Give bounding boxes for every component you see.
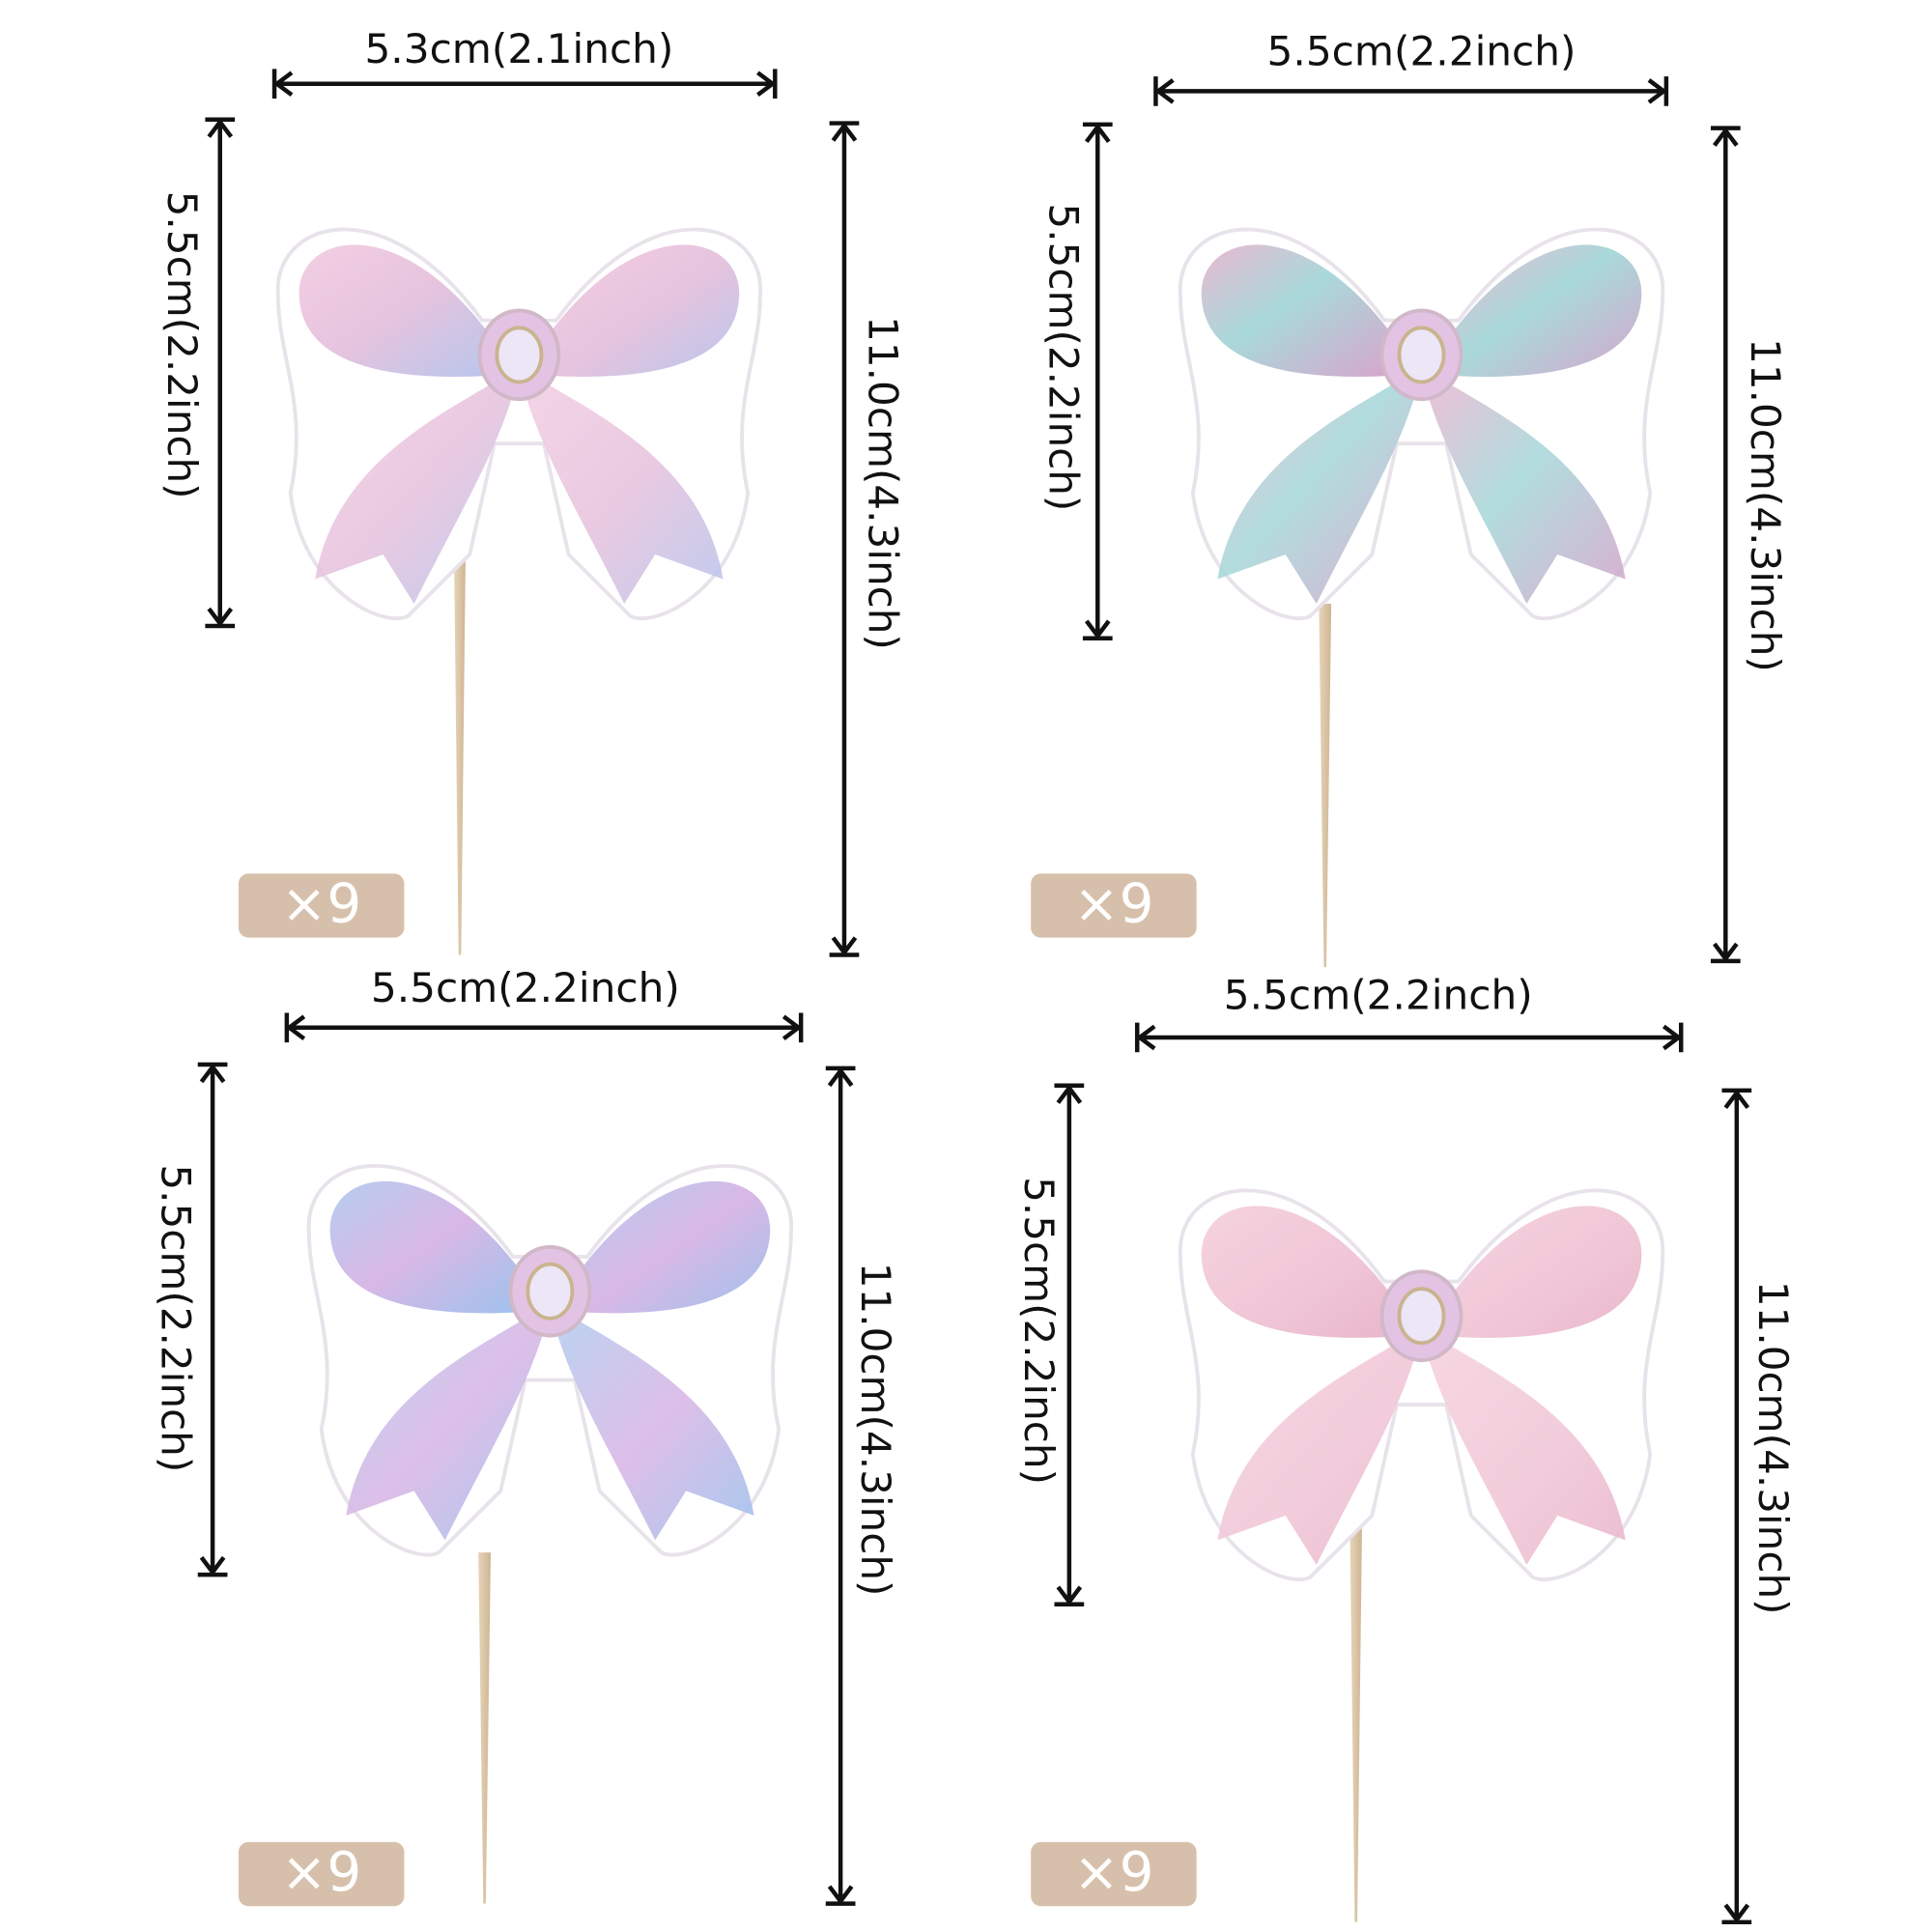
bow-loop-right	[581, 1180, 771, 1314]
width-label: 5.5cm(2.2inch)	[1224, 972, 1533, 1019]
bow-illustration	[275, 227, 762, 621]
dimension-arrow	[284, 1012, 804, 1043]
dimension-arrow	[1153, 76, 1669, 106]
cake-topper-item: 5.5cm(2.2inch) 5.5cm(2.2inch) 11.0cm(4.3in…	[1015, 972, 1797, 1925]
bow-gem	[1397, 1287, 1446, 1346]
bow-tail-left	[1217, 1343, 1416, 1565]
height-label: 5.5cm(2.2inch)	[1039, 203, 1087, 511]
width-label: 5.5cm(2.2inch)	[1267, 28, 1577, 75]
height-label: 5.5cm(2.2inch)	[1015, 1177, 1063, 1485]
bow-loop-left	[1201, 244, 1391, 377]
toothpick	[478, 1552, 491, 1904]
bow-tail-left	[315, 382, 514, 604]
toothpick	[453, 517, 467, 955]
cake-topper-item: 5.5cm(2.2inch) 5.5cm(2.2inch) 11.0cm(4.3in…	[1031, 28, 1789, 968]
dimension-arrow	[271, 69, 778, 99]
bow-loop-left	[298, 244, 489, 377]
bow-loop-left	[329, 1180, 520, 1314]
bow-loop-right	[1452, 244, 1642, 377]
width-label: 5.5cm(2.2inch)	[371, 964, 680, 1011]
quantity-label: ×9	[281, 1841, 361, 1904]
bow-illustration	[1179, 227, 1665, 621]
toothpick	[1350, 1515, 1363, 1922]
dimension-arrow	[205, 117, 236, 629]
bow-illustration	[1179, 1188, 1665, 1581]
dimension-arrow	[1721, 1088, 1752, 1925]
cake-topper-item: 5.3cm(2.1inch) 5.5cm(2.2inch) 11.0cm(4.3in…	[158, 25, 907, 957]
bow-tail-right	[1427, 382, 1626, 604]
quantity-label: ×9	[1073, 872, 1153, 935]
total-length-label: 11.0cm(4.3inch)	[852, 1263, 899, 1597]
dimension-arrow	[829, 121, 860, 957]
total-length-label: 11.0cm(4.3inch)	[1742, 338, 1789, 672]
bow-illustration	[306, 1164, 793, 1557]
bow-loop-right	[550, 244, 740, 377]
bow-tail-right	[1427, 1343, 1626, 1565]
total-length-label: 11.0cm(4.3inch)	[1749, 1281, 1797, 1615]
quantity-badge	[238, 873, 405, 938]
total-length-label: 11.0cm(4.3inch)	[860, 316, 907, 650]
bow-tail-right	[525, 382, 724, 604]
dimension-arrow	[825, 1065, 856, 1906]
toothpick	[1319, 604, 1332, 968]
dimension-arrow	[1054, 1083, 1085, 1606]
bow-gem	[1397, 326, 1446, 384]
dimension-arrow	[1134, 1022, 1684, 1053]
bow-tail-left	[1217, 382, 1416, 604]
quantity-badge	[238, 1841, 405, 1907]
height-label: 5.5cm(2.2inch)	[158, 191, 206, 499]
bow-gem	[495, 326, 544, 384]
height-label: 5.5cm(2.2inch)	[153, 1164, 200, 1472]
dimension-arrow	[197, 1062, 228, 1577]
bow-loop-right	[1452, 1206, 1642, 1338]
width-label: 5.3cm(2.1inch)	[364, 25, 673, 72]
bow-tail-right	[555, 1318, 754, 1541]
cake-topper-item: 5.5cm(2.2inch) 5.5cm(2.2inch) 11.0cm(4.3in…	[153, 964, 899, 1907]
bow-loop-left	[1201, 1206, 1391, 1338]
dimension-arrow	[1710, 126, 1741, 964]
bow-gem	[526, 1262, 575, 1321]
quantity-label: ×9	[1073, 1841, 1153, 1904]
quantity-badge	[1031, 1841, 1197, 1907]
bow-tail-left	[346, 1318, 545, 1541]
quantity-badge	[1031, 873, 1197, 938]
dimension-arrow	[1082, 122, 1113, 640]
quantity-label: ×9	[281, 872, 361, 935]
